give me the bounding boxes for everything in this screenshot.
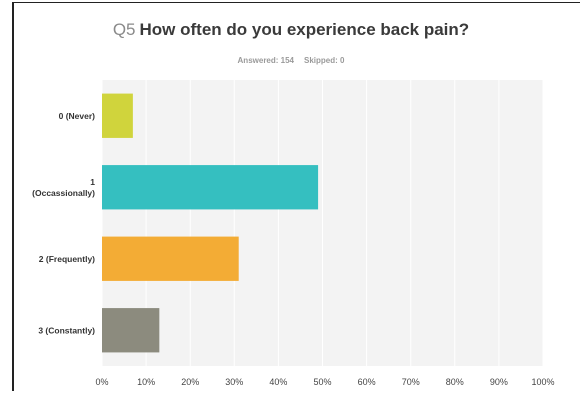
x-tick-label: 60% xyxy=(358,377,376,387)
response-summary: Answered: 154 Skipped: 0 xyxy=(0,56,582,65)
bar xyxy=(102,165,319,210)
x-tick-label: 70% xyxy=(402,377,420,387)
x-tick-label: 90% xyxy=(490,377,508,387)
y-tick-label: 1 (Occassionally) xyxy=(32,177,95,198)
y-tick-label: 2 (Frequently) xyxy=(39,254,95,264)
y-tick-label: 0 (Never) xyxy=(59,111,96,121)
bar xyxy=(102,93,133,138)
x-tick-label: 0% xyxy=(95,377,108,387)
question-number: Q5 xyxy=(112,20,136,39)
answered-count: Answered: 154 xyxy=(237,56,294,65)
x-tick-label: 40% xyxy=(269,377,287,387)
x-tick-label: 80% xyxy=(446,377,464,387)
x-tick-label: 20% xyxy=(181,377,199,387)
x-tick-label: 30% xyxy=(225,377,243,387)
skipped-count: Skipped: 0 xyxy=(304,56,345,65)
y-tick-label: 3 (Constantly) xyxy=(38,325,95,335)
x-tick-label: 100% xyxy=(531,377,554,387)
x-tick-label: 10% xyxy=(137,377,155,387)
x-tick-label: 50% xyxy=(313,377,331,387)
chart-frame xyxy=(12,2,580,391)
bar xyxy=(102,236,239,281)
question-text: How often do you experience back pain? xyxy=(139,20,470,39)
bar xyxy=(102,308,160,353)
chart-title: Q5 How often do you experience back pain? xyxy=(0,20,582,40)
